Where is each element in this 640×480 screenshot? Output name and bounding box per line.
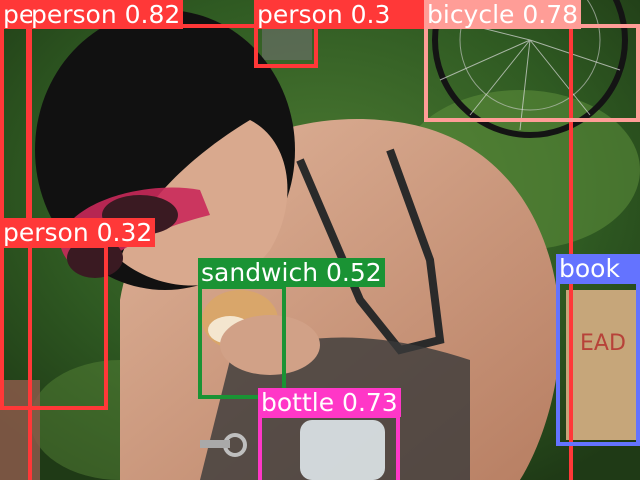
bounding-box-bottle-1 (258, 414, 400, 480)
label-bicycle-1: bicycle 0.78 (424, 0, 582, 29)
label-bottle-1: bottle 0.73 (258, 388, 401, 417)
bounding-box-book-1 (556, 280, 640, 446)
bounding-box-sandwich-1 (198, 285, 286, 399)
label-person-3: person 0.32 (0, 218, 156, 247)
bounding-box-person-4 (0, 24, 30, 244)
bounding-box-bicycle-1 (424, 24, 640, 122)
label-person-2: person 0.3 (254, 0, 426, 29)
label-person-4: pe (0, 0, 32, 29)
label-book-1: book (556, 254, 640, 283)
bounding-box-person-3 (0, 244, 108, 410)
svg-text:EAD: EAD (580, 331, 626, 356)
bounding-box-person-2 (254, 24, 318, 68)
label-person-1: person 0.82 (28, 0, 184, 29)
label-sandwich-1: sandwich 0.52 (198, 258, 385, 287)
